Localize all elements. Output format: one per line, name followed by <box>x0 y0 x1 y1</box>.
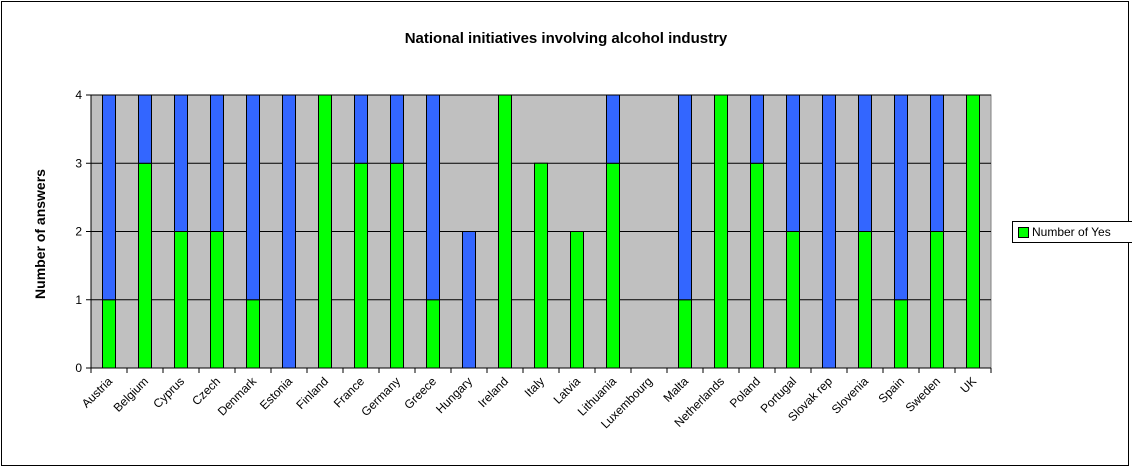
bar-other-germany <box>390 94 404 164</box>
x-tick-label: Finland <box>293 374 331 412</box>
bar-yes-lithuania <box>606 162 620 369</box>
bar-yes-belgium <box>138 162 152 369</box>
bar-yes-italy <box>534 162 548 369</box>
x-tick-label: Germany <box>358 374 403 419</box>
bar-yes-france <box>354 162 368 369</box>
bar-yes-uk <box>966 94 980 369</box>
bar-yes-ireland <box>498 94 512 369</box>
x-tick-label: UK <box>957 374 979 396</box>
bar-yes-slovenia <box>858 231 872 369</box>
bar-yes-sweden <box>930 231 944 369</box>
bar-yes-portugal <box>786 231 800 369</box>
x-tick-label: Hungary <box>433 374 475 416</box>
x-tick-label: Latvia <box>551 374 584 407</box>
bar-yes-germany <box>390 162 404 369</box>
y-tick-label: 3 <box>75 156 82 170</box>
bar-other-austria <box>102 94 116 301</box>
x-tick-label: Italy <box>522 374 547 399</box>
bar-other-portugal <box>786 94 800 232</box>
bar-other-poland <box>750 94 764 164</box>
y-tick-label: 4 <box>75 88 82 102</box>
bar-other-malta <box>678 94 692 301</box>
bar-other-slovenia <box>858 94 872 232</box>
x-tick-label: Belgium <box>111 374 152 415</box>
x-tick-label: Cyprus <box>150 374 187 411</box>
bar-other-sweden <box>930 94 944 232</box>
bar-yes-denmark <box>246 299 260 369</box>
bar-other-lithuania <box>606 94 620 164</box>
x-tick-label: Malta <box>660 374 691 405</box>
x-tick-label: Slovenia <box>829 374 872 417</box>
bar-yes-poland <box>750 162 764 369</box>
bar-other-hungary <box>462 231 476 369</box>
bar-other-estonia <box>282 94 296 369</box>
x-tick-label: Spain <box>876 374 908 406</box>
bar-yes-czech <box>210 231 224 369</box>
x-tick-label: Denmark <box>215 374 260 419</box>
bar-other-greece <box>426 94 440 301</box>
y-tick-label: 2 <box>75 225 82 239</box>
bar-yes-spain <box>894 299 908 369</box>
bar-yes-latvia <box>570 231 584 369</box>
x-tick-label: Czech <box>189 374 223 408</box>
bar-other-belgium <box>138 94 152 164</box>
bar-other-denmark <box>246 94 260 301</box>
y-tick-label: 0 <box>75 361 82 375</box>
y-tick-label: 1 <box>75 293 82 307</box>
bar-other-slovak-rep <box>822 94 836 369</box>
legend: Number of Yes <box>1012 221 1132 243</box>
bar-yes-malta <box>678 299 692 369</box>
bar-yes-netherlands <box>714 94 728 369</box>
x-tick-label: Estonia <box>257 374 295 412</box>
chart-title: National initiatives involving alcohol i… <box>404 30 728 47</box>
bar-other-france <box>354 94 368 164</box>
bar-other-czech <box>210 94 224 232</box>
x-tick-label: Sweden <box>903 374 944 415</box>
legend-label-yes: Number of Yes <box>1032 225 1111 239</box>
bar-other-cyprus <box>174 94 188 232</box>
bar-yes-austria <box>102 299 116 369</box>
legend-swatch-yes <box>1018 227 1029 238</box>
bar-other-spain <box>894 94 908 301</box>
x-tick-label: Ireland <box>475 374 511 410</box>
bar-yes-greece <box>426 299 440 369</box>
bar-yes-cyprus <box>174 231 188 369</box>
bar-yes-finland <box>318 94 332 369</box>
